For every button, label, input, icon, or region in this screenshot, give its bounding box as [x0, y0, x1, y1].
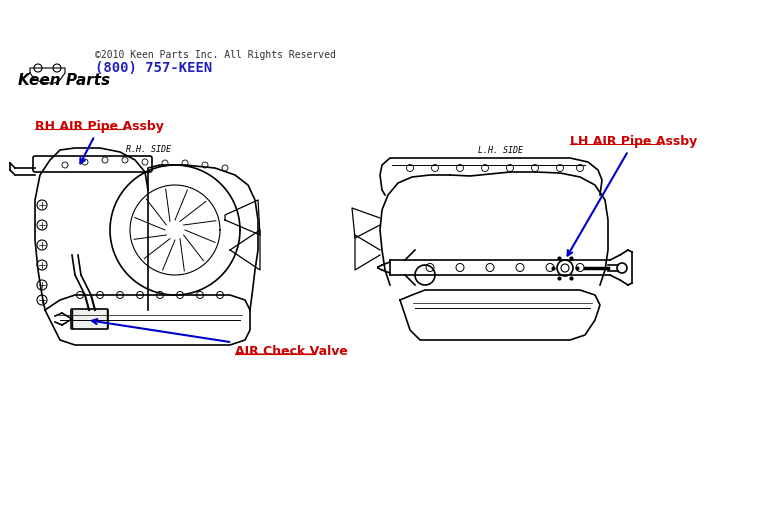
Text: LH AIR Pipe Assby: LH AIR Pipe Assby	[567, 135, 698, 255]
Text: RH AIR Pipe Assby: RH AIR Pipe Assby	[35, 120, 164, 164]
Text: L.H. SIDE: L.H. SIDE	[477, 146, 523, 155]
Text: ©2010 Keen Parts Inc. All Rights Reserved: ©2010 Keen Parts Inc. All Rights Reserve…	[95, 50, 336, 60]
Text: AIR Check Valve: AIR Check Valve	[92, 319, 348, 358]
FancyBboxPatch shape	[71, 309, 108, 329]
Text: R.H. SIDE: R.H. SIDE	[126, 145, 170, 154]
Text: (800) 757-KEEN: (800) 757-KEEN	[95, 61, 213, 75]
Text: Keen Parts: Keen Parts	[18, 73, 110, 88]
